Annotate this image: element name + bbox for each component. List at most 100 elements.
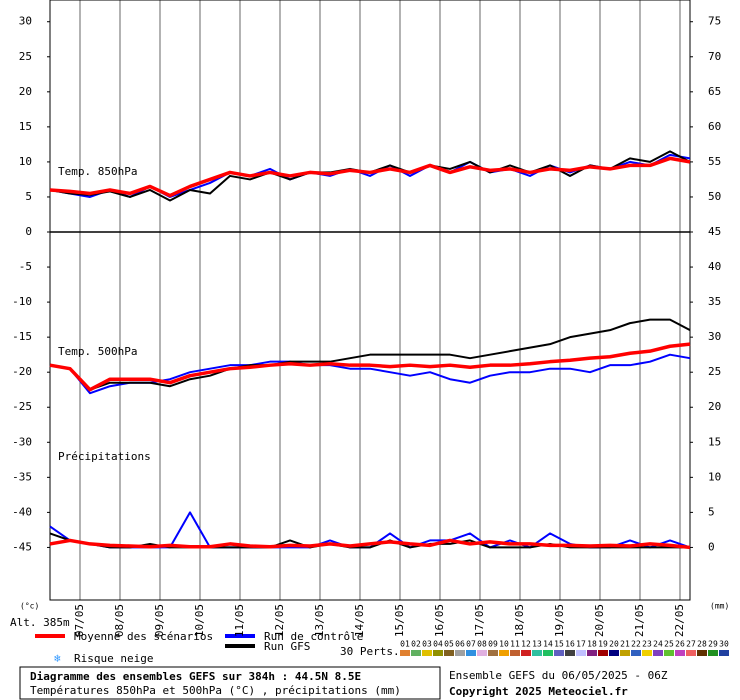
y-tick-label: -15 xyxy=(12,330,32,343)
x-tick-label: 07/05 xyxy=(73,604,86,637)
x-tick-label: 17/05 xyxy=(473,604,486,637)
pert-swatch xyxy=(499,650,509,656)
footer-title: Diagramme des ensembles GEFS sur 384h : … xyxy=(30,670,361,683)
pert-swatch xyxy=(675,650,685,656)
pert-swatch xyxy=(411,650,421,656)
y2-tick-label: 60 xyxy=(708,120,721,133)
y2-tick-label: 10 xyxy=(708,470,721,483)
x-tick-label: 16/05 xyxy=(433,604,446,637)
altitude: Alt. 385m xyxy=(10,616,70,629)
pert-label: 14 xyxy=(543,640,553,649)
y-tick-label: -40 xyxy=(12,505,32,518)
y2-tick-label: 35 xyxy=(708,295,721,308)
y-tick-label: 25 xyxy=(19,50,32,63)
y2-unit: (mm) xyxy=(710,602,729,611)
y-tick-label: -5 xyxy=(19,260,32,273)
pert-swatch xyxy=(620,650,630,656)
pert-swatch xyxy=(433,650,443,656)
pert-label: 10 xyxy=(499,640,509,649)
pert-label: 17 xyxy=(576,640,586,649)
pert-swatch xyxy=(664,650,674,656)
pert-swatch xyxy=(609,650,619,656)
pert-label: 30 xyxy=(719,640,729,649)
pert-label: 20 xyxy=(609,640,619,649)
perts-label: 30 Perts. xyxy=(340,645,400,658)
plot-frame xyxy=(49,0,691,601)
x-tick-label: 22/05 xyxy=(673,604,686,637)
y2-tick-label: 5 xyxy=(708,505,715,518)
pert-swatch xyxy=(532,650,542,656)
pert-swatch xyxy=(455,650,465,656)
pert-swatch xyxy=(565,650,575,656)
snow-label: Risque neige xyxy=(74,652,153,665)
y2-tick-label: 45 xyxy=(708,225,721,238)
pert-label: 24 xyxy=(653,640,663,649)
pert-label: 19 xyxy=(598,640,608,649)
y2-tick-label: 25 xyxy=(708,365,721,378)
y-tick-label: 30 xyxy=(19,15,32,28)
panel-label: Temp. 850hPa xyxy=(58,165,137,178)
pert-swatch xyxy=(477,650,487,656)
series-line xyxy=(49,156,691,198)
pert-label: 06 xyxy=(455,640,465,649)
y2-tick-label: 20 xyxy=(708,400,721,413)
footer-subtitle: Températures 850hPa et 500hPa (°C) , pré… xyxy=(30,684,401,697)
pert-swatch xyxy=(466,650,476,656)
pert-label: 13 xyxy=(532,640,542,649)
pert-label: 16 xyxy=(565,640,575,649)
y-unit: (°c) xyxy=(20,602,39,611)
y2-tick-label: 75 xyxy=(708,15,721,28)
panel-label: Temp. 500hPa xyxy=(58,345,137,358)
pert-label: 23 xyxy=(642,640,652,649)
pert-swatch xyxy=(444,650,454,656)
series-line xyxy=(49,342,691,392)
footer-box xyxy=(19,666,441,700)
y2-tick-label: 15 xyxy=(708,435,721,448)
y2-tick-label: 40 xyxy=(708,260,721,273)
pert-label: 07 xyxy=(466,640,476,649)
x-tick-label: 19/05 xyxy=(553,604,566,637)
x-tick-label: 20/05 xyxy=(593,604,606,637)
pert-swatch xyxy=(719,650,729,656)
pert-swatch xyxy=(587,650,597,656)
pert-swatch xyxy=(422,650,432,656)
pert-swatch xyxy=(598,650,608,656)
x-tick-label: 14/05 xyxy=(353,604,366,637)
x-tick-label: 13/05 xyxy=(313,604,326,637)
y2-tick-label: 55 xyxy=(708,155,721,168)
panel-label: Précipitations xyxy=(58,450,151,463)
pert-swatch xyxy=(521,650,531,656)
pert-swatch xyxy=(510,650,520,656)
pert-swatch xyxy=(543,650,553,656)
y-tick-label: -25 xyxy=(12,400,32,413)
pert-label: 15 xyxy=(554,640,564,649)
pert-label: 22 xyxy=(631,640,641,649)
pert-label: 02 xyxy=(411,640,421,649)
footer-copyright: Copyright 2025 Meteociel.fr xyxy=(449,685,628,698)
y-tick-label: 10 xyxy=(19,155,32,168)
x-tick-label: 12/05 xyxy=(273,604,286,637)
y2-tick-label: 70 xyxy=(708,50,721,63)
pert-label: 25 xyxy=(664,640,674,649)
pert-label: 09 xyxy=(488,640,498,649)
y2-tick-label: 0 xyxy=(708,540,715,553)
x-tick-label: 15/05 xyxy=(393,604,406,637)
series-line xyxy=(49,318,691,391)
pert-label: 12 xyxy=(521,640,531,649)
y2-tick-label: 65 xyxy=(708,85,721,98)
pert-swatch xyxy=(400,650,410,656)
snow-icon: ❄ xyxy=(54,652,61,665)
pert-swatch xyxy=(653,650,663,656)
x-tick-label: 08/05 xyxy=(113,604,126,637)
pert-swatch xyxy=(697,650,707,656)
pert-swatch xyxy=(554,650,564,656)
x-tick-label: 10/05 xyxy=(193,604,206,637)
y-tick-label: -45 xyxy=(12,540,32,553)
x-tick-label: 09/05 xyxy=(153,604,166,637)
y-tick-label: 0 xyxy=(25,225,32,238)
y2-tick-label: 30 xyxy=(708,330,721,343)
y2-tick-label: 50 xyxy=(708,190,721,203)
y-tick-label: 20 xyxy=(19,85,32,98)
y-tick-label: 15 xyxy=(19,120,32,133)
pert-label: 11 xyxy=(510,640,520,649)
